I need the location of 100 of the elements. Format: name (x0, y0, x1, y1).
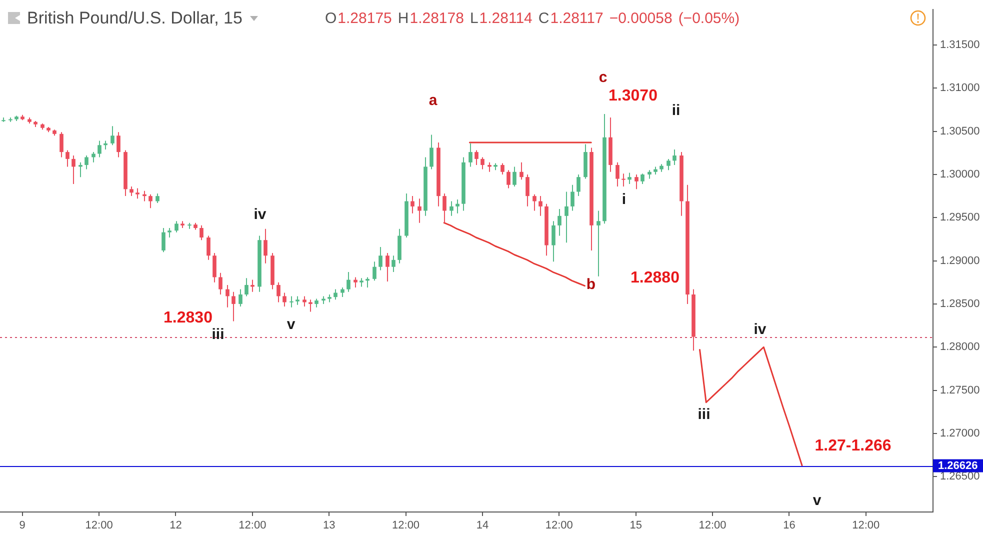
ref-line-label: 1.26626 (938, 460, 978, 472)
candlestick (430, 134, 434, 170)
candlestick (538, 196, 542, 216)
candlestick (302, 296, 306, 308)
y-tick-label: 1.28500 (940, 298, 980, 310)
candlestick (66, 150, 70, 168)
candlestick (148, 194, 152, 209)
candlestick (552, 220, 556, 262)
candlestick (512, 166, 516, 188)
candlestick (290, 296, 294, 308)
candlestick (250, 279, 254, 292)
candlestick (142, 190, 146, 202)
candlestick (78, 162, 82, 178)
annotation: 1.27-1.266 (814, 437, 892, 454)
candlestick (386, 252, 390, 282)
candlestick (500, 162, 504, 175)
x-tick-label: 12:00 (238, 520, 266, 532)
candlestick (60, 132, 64, 158)
x-tick-label: 15 (630, 520, 642, 532)
annotation: iii (212, 326, 224, 344)
candlestick (596, 210, 600, 277)
candlestick (506, 170, 510, 189)
candlestick (340, 287, 344, 298)
candlestick (354, 276, 358, 288)
x-tick-label: 12 (170, 520, 182, 532)
candlestick (72, 154, 76, 184)
candlestick (468, 142, 472, 168)
candlestick (264, 228, 268, 264)
candlestick (226, 284, 230, 308)
candlestick (666, 158, 670, 171)
annotation: iv (254, 206, 267, 224)
annotation: ii (672, 102, 680, 120)
candlestick (218, 272, 222, 295)
candlestick (532, 194, 536, 212)
candlestick (366, 276, 370, 288)
candlestick (276, 282, 280, 303)
candlestick (488, 162, 492, 172)
candlestick (232, 291, 236, 322)
candlestick (640, 173, 644, 184)
candlestick (474, 150, 478, 166)
annotation: iv (754, 321, 767, 338)
candlestick (616, 162, 620, 188)
y-tick-label: 1.28000 (940, 341, 980, 354)
x-tick-label: 16 (783, 520, 796, 532)
x-tick-label: 13 (322, 520, 336, 532)
y-tick-label: 1.29500 (940, 212, 980, 224)
candlestick (634, 174, 638, 190)
candlestick (200, 224, 204, 241)
y-tick-label: 1.29000 (940, 254, 980, 267)
y-tick-label: 1.31500 (940, 39, 980, 52)
candlestick (392, 255, 396, 273)
annotation: a (428, 92, 438, 110)
x-tick-label: 12:00 (852, 520, 880, 532)
y-tick-label: 1.30000 (940, 168, 980, 181)
x-tick-label: 9 (19, 520, 26, 532)
y-tick-label: 1.26500 (940, 470, 980, 483)
x-tick-label: 12:00 (545, 520, 573, 532)
candlestick (168, 228, 172, 238)
candlestick (526, 174, 530, 207)
candlestick (98, 140, 102, 158)
x-tick-label: 12:00 (698, 520, 726, 532)
candlestick (520, 162, 524, 180)
candlestick (212, 252, 216, 283)
candlestick (622, 173, 626, 188)
y-tick-label: 1.31000 (940, 82, 980, 94)
candlestick (570, 184, 574, 212)
candlestick (130, 186, 134, 197)
candlestick (206, 235, 210, 260)
chart-title: British Pound/U.S. Dollar, 15 (27, 8, 242, 28)
candlestick (174, 220, 178, 233)
candlestick (442, 192, 446, 224)
candlestick (346, 272, 350, 292)
y-tick-label: 1.27500 (940, 384, 980, 396)
candlestick (372, 261, 376, 282)
candlestick (672, 148, 676, 166)
candlestick (564, 191, 568, 244)
annotation: 1.2830 (164, 309, 213, 326)
candlestick (162, 228, 166, 253)
annotation: c (598, 69, 608, 86)
candlestick (450, 200, 454, 216)
candlestick (456, 199, 460, 214)
annotation: v (286, 316, 296, 334)
candlestick (576, 174, 580, 197)
annotation: v (812, 492, 822, 510)
candlestick (418, 198, 422, 224)
annotation: 1.3070 (608, 87, 658, 104)
candlestick (136, 188, 140, 200)
text: O1.28175 H1.28178 L1.28114 C1.28117 −0.00058 (−0.05%) (325, 10, 740, 28)
candlestick (334, 288, 338, 300)
y-tick-label: 1.27000 (940, 427, 980, 440)
candlestick (378, 246, 382, 271)
x-tick-label: 12:00 (85, 520, 113, 532)
x-tick-label: 12:00 (392, 520, 420, 532)
annotation: iii (698, 406, 710, 424)
candlestick (92, 152, 96, 163)
candlestick (238, 288, 242, 308)
candlestick (116, 132, 120, 158)
candlestick (628, 172, 632, 184)
y-tick-label: 1.30500 (940, 125, 980, 138)
candlestick (244, 278, 248, 297)
